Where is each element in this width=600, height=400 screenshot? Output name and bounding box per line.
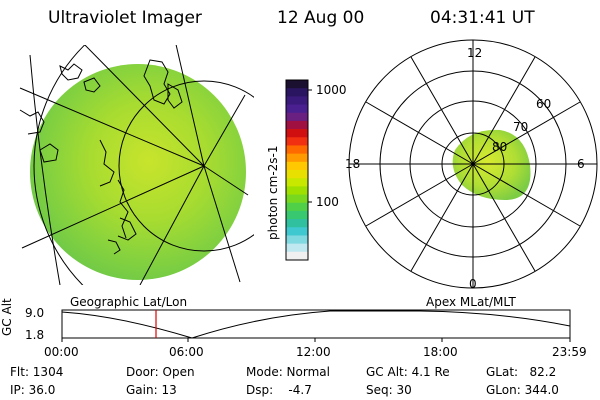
altitude-xtick-0600: 06:00 [169, 345, 204, 359]
colorbar-stripe [286, 80, 308, 89]
colorbar-stripe [286, 178, 308, 187]
colorbar-stripe [286, 153, 308, 163]
mlat-label-60: 60 [536, 97, 552, 111]
colorbar-stripe [286, 120, 308, 130]
altitude-xtick-0000: 00:00 [44, 345, 79, 359]
colorbar-stripe [286, 251, 308, 261]
altitude-ymax: 9.0 [25, 306, 45, 320]
geographic-panel-label: Geographic Lat/Lon [70, 295, 188, 309]
colorbar-stripe [286, 104, 308, 114]
colorbar-tick-1000: 1000 [316, 83, 347, 97]
colorbar-stripe [286, 202, 308, 212]
info-seq: Seq: 30 [366, 383, 412, 397]
polar-mlat-mlt-plot [348, 39, 598, 289]
colorbar [285, 79, 312, 261]
mlt-label-0: 0 [469, 277, 477, 291]
colorbar-stripe [286, 96, 308, 106]
info-gcalt: GC Alt: 4.1 Re [366, 365, 450, 379]
mlt-label-18: 18 [345, 157, 361, 171]
mlt-label-6: 6 [577, 157, 585, 171]
colorbar-tick-100: 100 [316, 195, 339, 209]
colorbar-stripe [286, 88, 308, 97]
info-gain: Gain: 13 [126, 383, 177, 397]
colorbar-stripe [286, 145, 308, 155]
info-door: Door: Open [126, 365, 195, 379]
colorbar-stripe [286, 129, 308, 138]
colorbar-stripe [286, 137, 308, 146]
earth-disk-emission [30, 64, 246, 280]
altitude-xtick-2359: 23:59 [552, 345, 587, 359]
info-glon: GLon: 344.0 [486, 383, 559, 397]
lat-lon-grid [19, 45, 254, 285]
colorbar-label: photon cm-2s-1 [266, 145, 280, 241]
colorbar-stripe [286, 227, 308, 236]
app-title: Ultraviolet Imager [48, 8, 202, 28]
colorbar-stripe [286, 186, 308, 196]
altitude-xtick-1800: 18:00 [423, 345, 458, 359]
time-label: 04:31:41 UT [430, 8, 535, 28]
altitude-plot [61, 309, 571, 342]
colorbar-stripe [286, 235, 308, 245]
altitude-ymin: 1.8 [25, 328, 45, 342]
colorbar-stripe [286, 194, 308, 204]
mlt-label-12: 12 [467, 46, 483, 60]
colorbar-stripe [286, 243, 308, 253]
auroral-oval [452, 129, 531, 200]
colorbar-stripe [286, 112, 308, 122]
colorbar-stripe [286, 161, 308, 171]
geographic-map [19, 45, 254, 285]
mlat-label-80: 80 [492, 140, 508, 154]
colorbar-stripe [286, 219, 308, 228]
coastlines [19, 59, 183, 255]
colorbar-stripe [286, 170, 308, 179]
colorbar-stripe [286, 210, 308, 220]
info-flt: Flt: 1304 [10, 365, 64, 379]
info-dsp: Dsp: -4.7 [246, 383, 312, 397]
altitude-curve [61, 310, 571, 339]
altitude-xtick-1200: 12:00 [296, 345, 331, 359]
apex-panel-label: Apex MLat/MLT [426, 295, 516, 309]
mlat-label-70: 70 [513, 120, 529, 134]
info-ip: IP: 36.0 [10, 383, 56, 397]
altitude-ylabel: GC Alt [0, 298, 14, 336]
info-mode: Mode: Normal [246, 365, 330, 379]
date-label: 12 Aug 00 [277, 8, 365, 28]
info-glat: GLat: 82.2 [486, 365, 557, 379]
